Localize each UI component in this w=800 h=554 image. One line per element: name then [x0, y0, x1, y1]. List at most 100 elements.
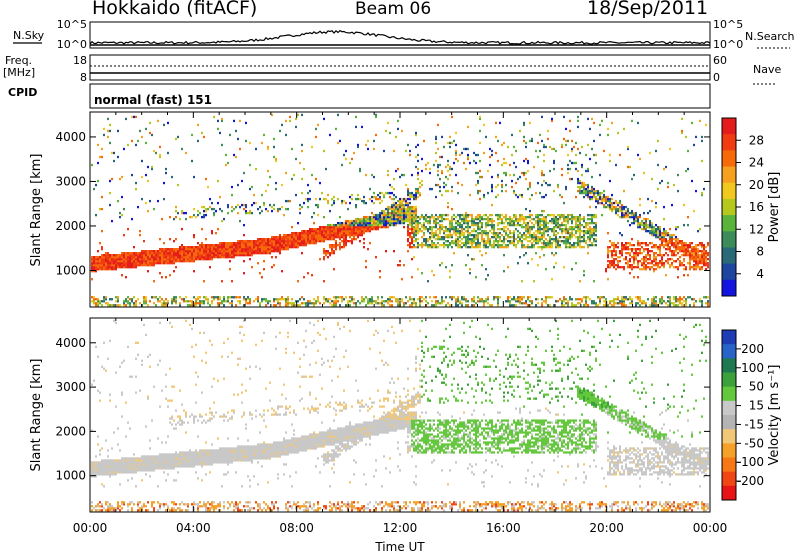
scatter-cell — [655, 235, 657, 239]
scatter-cell — [609, 201, 611, 205]
scatter-cell — [377, 223, 379, 227]
scatter-cell — [175, 266, 177, 269]
scatter-cell — [159, 260, 161, 263]
scatter-cell — [687, 254, 689, 257]
scatter-cell — [237, 137, 239, 141]
scatter-cell — [489, 217, 491, 221]
scatter-cell — [487, 239, 489, 243]
scatter-cell — [633, 173, 635, 177]
scatter-cell — [655, 205, 657, 209]
scatter-cell — [387, 302, 389, 305]
scatter-cell — [121, 213, 123, 217]
scatter-cell — [359, 167, 361, 171]
scatter-cell — [517, 262, 519, 265]
scatter-cell — [401, 215, 403, 219]
scatter-cell — [565, 239, 567, 243]
scatter-cell — [695, 189, 697, 193]
scatter-cell — [165, 248, 167, 251]
scatter-cell — [461, 233, 463, 237]
scatter-cell — [261, 276, 263, 279]
scatter-cell — [371, 173, 373, 177]
scatter-cell — [545, 242, 547, 245]
scatter-cell — [303, 244, 305, 247]
scatter-cell — [423, 225, 425, 229]
scatter-cell — [415, 213, 417, 217]
scatter-cell — [163, 256, 165, 259]
scatter-cell — [517, 195, 519, 199]
scatter-cell — [607, 252, 609, 255]
scatter-cell — [263, 203, 265, 207]
scatter-cell — [409, 242, 411, 245]
scatter-cell — [101, 207, 103, 211]
scatter-cell — [651, 177, 653, 181]
scatter-cell — [159, 256, 161, 259]
scatter-cell — [339, 215, 341, 219]
scatter-cell — [695, 258, 697, 261]
scatter-cell — [191, 260, 193, 263]
scatter-cell — [525, 237, 527, 241]
scatter-cell — [263, 239, 265, 243]
scatter-cell — [283, 248, 285, 251]
scatter-cell — [93, 270, 95, 273]
scatter-cell — [439, 229, 441, 233]
scatter-cell — [661, 237, 663, 241]
scatter-cell — [267, 302, 269, 305]
scatter-cell — [689, 258, 691, 261]
scatter-cell — [697, 229, 699, 233]
scatter-cell — [207, 185, 209, 189]
scatter-cell — [229, 250, 231, 253]
scatter-cell — [491, 235, 493, 239]
scatter-cell — [97, 260, 99, 263]
scatter-cell — [239, 246, 241, 249]
scatter-cell — [409, 211, 411, 215]
scatter-cell — [303, 167, 305, 171]
scatter-cell — [651, 260, 653, 263]
scatter-cell — [109, 268, 111, 271]
scatter-cell — [397, 211, 399, 215]
scatter-cell — [307, 183, 309, 187]
scatter-cell — [173, 239, 175, 243]
scatter-cell — [667, 260, 669, 263]
scatter-cell — [419, 298, 421, 301]
scatter-cell — [155, 304, 157, 307]
scatter-cell — [407, 227, 409, 231]
scatter-cell — [375, 197, 377, 201]
scatter-cell — [251, 203, 253, 207]
scatter-cell — [631, 264, 633, 267]
scatter-cell — [459, 246, 461, 249]
scatter-cell — [623, 300, 625, 303]
scatter-cell — [399, 209, 401, 213]
scatter-cell — [147, 264, 149, 267]
scatter-cell — [623, 302, 625, 305]
scatter-cell — [279, 252, 281, 255]
scatter-cell — [93, 467, 95, 470]
scatter-cell — [617, 203, 619, 207]
scatter-cell — [129, 302, 131, 305]
scatter-cell — [351, 242, 353, 245]
scatter-cell — [449, 225, 451, 229]
scatter-cell — [105, 266, 107, 269]
scatter-cell — [105, 260, 107, 263]
scatter-cell — [443, 300, 445, 303]
scatter-cell — [603, 195, 605, 199]
scatter-cell — [263, 248, 265, 251]
scatter-cell — [477, 237, 479, 241]
scatter-cell — [295, 237, 297, 241]
scatter-cell — [289, 115, 291, 119]
scatter-cell — [471, 215, 473, 219]
scatter-cell — [137, 254, 139, 257]
scatter-cell — [479, 298, 481, 301]
scatter-cell — [513, 304, 515, 307]
scatter-cell — [575, 262, 577, 265]
power-panel-ytick-label: 3000 — [55, 174, 86, 188]
scatter-cell — [133, 304, 135, 307]
scatter-cell — [353, 237, 355, 241]
scatter-cell — [555, 221, 557, 225]
scatter-cell — [673, 242, 675, 245]
scatter-cell — [607, 199, 609, 203]
scatter-cell — [175, 248, 177, 251]
scatter-cell — [637, 262, 639, 265]
scatter-cell — [287, 246, 289, 249]
scatter-cell — [267, 242, 269, 245]
scatter-cell — [453, 217, 455, 221]
